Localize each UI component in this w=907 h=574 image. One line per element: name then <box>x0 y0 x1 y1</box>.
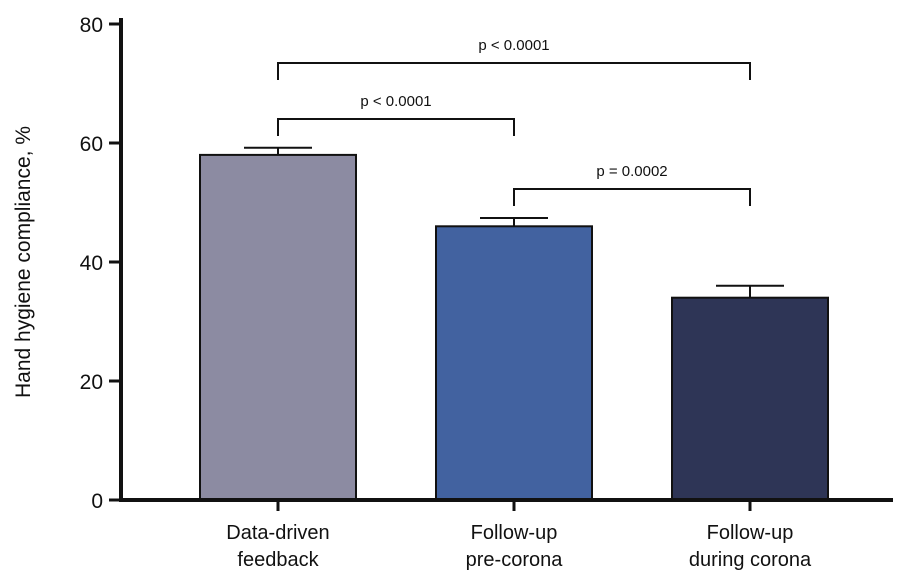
significance-bracket-2 <box>513 188 751 206</box>
category-label-2-line1: Follow-up <box>707 522 794 544</box>
category-label-0-line1: Data-driven <box>226 522 329 544</box>
y-tick-label-4: 80 <box>80 14 103 37</box>
bar-1 <box>435 225 593 502</box>
y-tick-label-1: 20 <box>80 371 103 394</box>
y-tick-label-2: 40 <box>80 252 103 275</box>
bar-2 <box>671 296 829 502</box>
bar-0 <box>199 153 357 501</box>
significance-label-2: p = 0.0002 <box>596 163 667 180</box>
significance-label-0: p < 0.0001 <box>360 93 431 110</box>
category-label-1-line2: pre-corona <box>466 549 564 571</box>
category-label-0-line2: feedback <box>237 549 319 571</box>
category-label-1-line1: Follow-up <box>471 522 558 544</box>
y-tick-label-3: 60 <box>80 133 103 156</box>
y-axis-title: Hand hygiene compliance, % <box>12 126 35 398</box>
significance-label-1: p < 0.0001 <box>478 37 549 54</box>
significance-bracket-1 <box>277 62 751 80</box>
category-label-2-line2: during corona <box>689 549 812 571</box>
y-tick-label-0: 0 <box>91 490 103 513</box>
significance-bracket-0 <box>277 118 515 136</box>
